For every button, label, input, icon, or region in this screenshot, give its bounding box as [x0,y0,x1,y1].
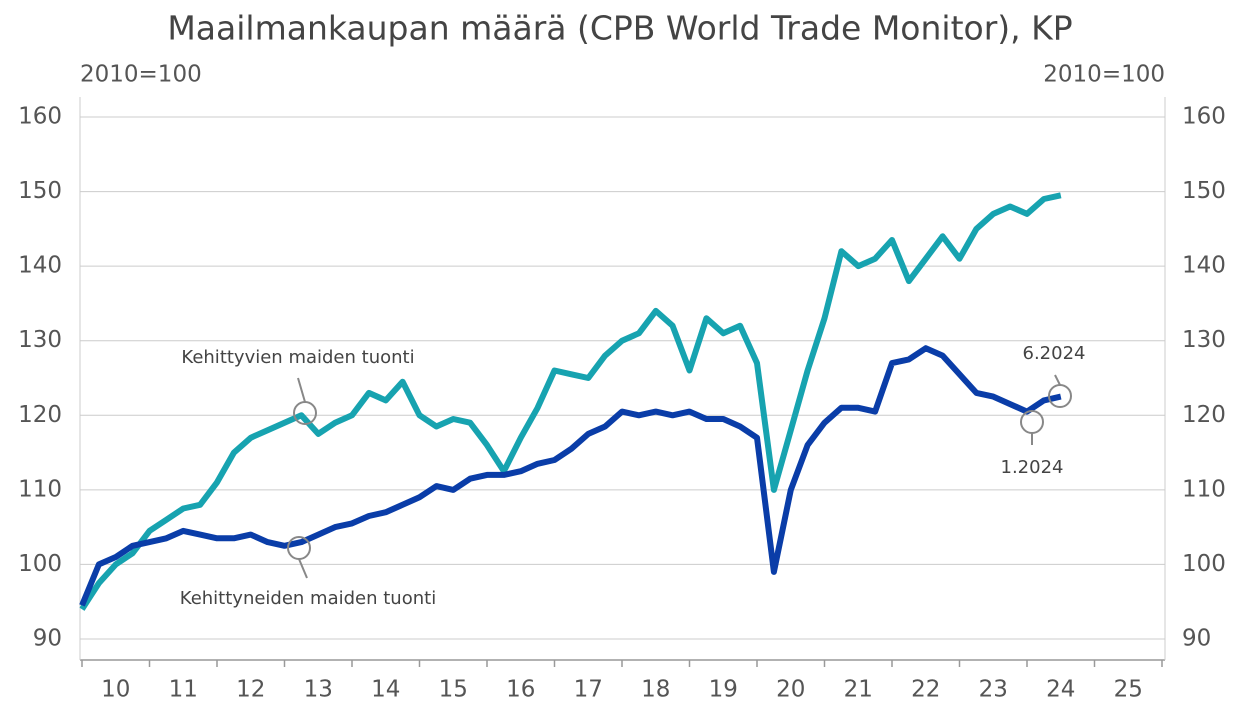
y-tick-label: 130 [18,327,62,353]
chart-title: Maailmankaupan määrä (CPB World Trade Mo… [167,9,1072,48]
x-tick-label: 20 [776,677,805,703]
y-tick-label: 110 [18,476,62,502]
x-tick-label: 15 [439,677,468,703]
annotation-circle [1020,410,1044,434]
annotation-leader [1054,374,1061,386]
y2-tick-label: 140 [1182,253,1226,279]
x-tick-label: 16 [506,677,535,703]
x-tick-label: 19 [709,677,738,703]
x-tick-label: 13 [304,677,333,703]
y-tick-label: 140 [18,253,62,279]
y2-tick-label: 110 [1182,476,1226,502]
x-tick-label: 24 [1046,677,1075,703]
x-tick-label: 14 [371,677,400,703]
annotation-leader [297,377,306,403]
y-tick-label: 90 [33,626,62,652]
annotation: 6.2024 [1023,343,1086,364]
y2-tick-label: 120 [1182,402,1226,428]
annotation: Kehittyneiden maiden tuonti [180,588,436,609]
y-tick-label: 120 [18,402,62,428]
x-tick-label: 25 [1114,677,1143,703]
y-tick-label: 150 [18,178,62,204]
y2-tick-label: 130 [1182,327,1226,353]
annotation: Kehittyvien maiden tuonti [181,347,414,368]
x-tick-label: 12 [236,677,265,703]
y-tick-label: 160 [18,104,62,130]
x-tick-label: 10 [101,677,130,703]
y2-unit: 2010=100 [1043,62,1165,88]
x-tick-label: 17 [574,677,603,703]
y2-tick-label: 160 [1182,104,1226,130]
y-tick-label: 100 [18,551,62,577]
line-series [79,345,1062,607]
y2-tick-label: 100 [1182,551,1226,577]
x-tick-label: 21 [844,677,873,703]
y2-tick-label: 150 [1182,178,1226,204]
y-unit: 2010=100 [80,62,202,88]
x-tick-label: 11 [169,677,198,703]
x-tick-label: 18 [641,677,670,703]
x-tick-label: 23 [979,677,1008,703]
annotation-leader [298,558,308,579]
y2-tick-label: 90 [1182,626,1211,652]
x-tick-label: 22 [911,677,940,703]
annotation: 1.2024 [1001,457,1064,478]
line-series [79,192,1062,611]
